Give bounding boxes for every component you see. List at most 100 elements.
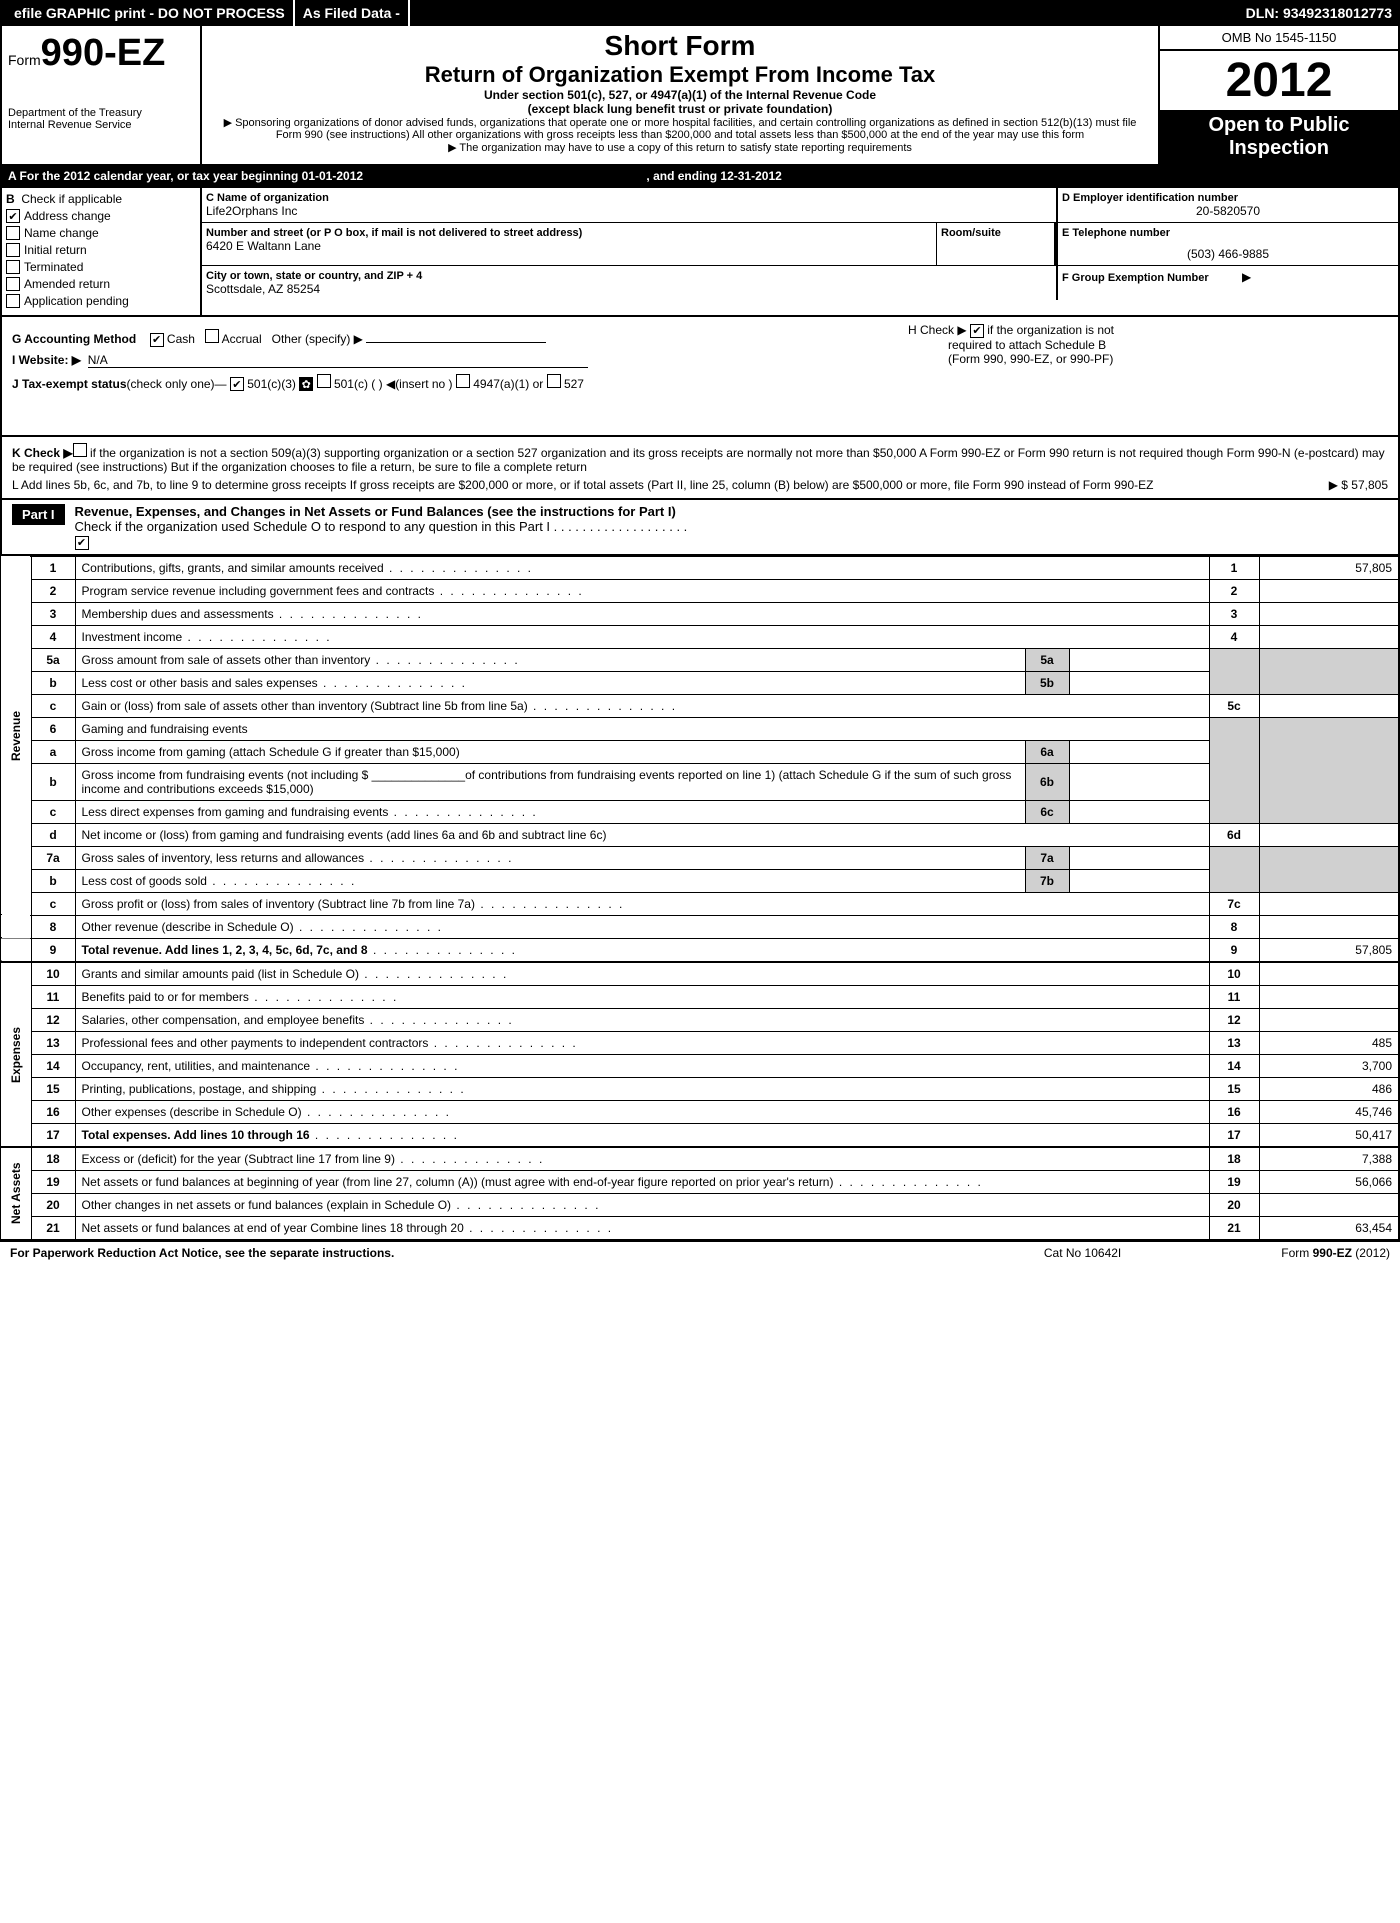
d-15: Printing, publications, postage, and shi… [82,1082,317,1096]
part-1-tag: Part I [12,504,65,525]
d-6b: Gross income from fundraising events (no… [82,768,1012,796]
website-value: N/A [88,353,588,368]
box-20: 20 [1209,1193,1259,1216]
subtitle-2: (except black lung benefit trust or priv… [212,102,1148,116]
box-21: 21 [1209,1216,1259,1240]
d-10: Grants and similar amounts paid (list in… [82,967,359,981]
d-7a: Gross sales of inventory, less returns a… [82,851,365,865]
part-1-sub: Check if the organization used Schedule … [75,519,688,534]
chk-name-change[interactable] [6,226,20,240]
form-number-footer: Form 990-EZ (2012) [1281,1246,1390,1260]
d-21: Net assets or fund balances at end of ye… [82,1221,464,1235]
g-label: G Accounting Method [12,332,136,346]
val-2 [1259,579,1399,602]
k-label: K Check ▶ [12,446,73,460]
ln-19: 19 [31,1170,75,1193]
section-a-ending: , and ending 12-31-2012 [646,169,781,183]
ibox-6b: 6b [1025,763,1069,800]
ln-6c: c [31,800,75,823]
j-label: J Tax-exempt status [12,377,127,391]
e-phone-label: E Telephone number [1058,223,1398,243]
c-name-label: C Name of organization [206,192,1052,204]
chk-501c[interactable] [317,374,331,388]
f-arrow: ▶ [1242,270,1251,284]
chk-k[interactable] [73,443,87,457]
box-16: 16 [1209,1100,1259,1123]
chk-4947[interactable] [456,374,470,388]
section-h: H Check ▶ ✔ if the organization is not r… [908,323,1388,366]
ibox-6c: 6c [1025,800,1069,823]
chk-527[interactable] [547,374,561,388]
lbl-address-change: Address change [24,209,111,223]
form-prefix: Form [8,52,41,68]
ln-6b: b [31,763,75,800]
org-name: Life2Orphans Inc [206,204,1052,218]
box-13: 13 [1209,1031,1259,1054]
chk-address-change[interactable]: ✔ [6,209,20,223]
d-16: Other expenses (describe in Schedule O) [82,1105,302,1119]
val-1: 57,805 [1259,556,1399,579]
ibox-5b: 5b [1025,671,1069,694]
d-6: Gaming and fundraising events [82,722,248,736]
ln-5b: b [31,671,75,694]
chk-accrual[interactable] [205,329,219,343]
form-number: 990-EZ [41,32,166,74]
val-14: 3,700 [1259,1054,1399,1077]
section-a: A For the 2012 calendar year, or tax yea… [0,166,1400,188]
page-footer: For Paperwork Reduction Act Notice, see … [0,1241,1400,1264]
d-5b: Less cost or other basis and sales expen… [82,676,318,690]
chk-h[interactable]: ✔ [970,324,984,338]
check-if-applicable: Check if applicable [21,192,122,206]
d-13: Professional fees and other payments to … [82,1036,429,1050]
chk-pending[interactable] [6,294,20,308]
lbl-other: Other (specify) ▶ [272,332,363,346]
ln-16: 16 [31,1100,75,1123]
d-2: Program service revenue including govern… [82,584,435,598]
k-text: if the organization is not a section 509… [12,446,1385,474]
d-1: Contributions, gifts, grants, and simila… [82,561,384,575]
ln-7b: b [31,869,75,892]
header-note-2: ▶ The organization may have to use a cop… [212,141,1148,154]
h-line1a: H Check ▶ [908,323,967,337]
val-12 [1259,1008,1399,1031]
chk-part1-scho[interactable]: ✔ [75,536,89,550]
l-text: L Add lines 5b, 6c, and 7b, to line 9 to… [12,478,1153,492]
box-6d: 6d [1209,823,1259,846]
chk-cash[interactable]: ✔ [150,333,164,347]
dept-irs: Internal Revenue Service [8,119,194,131]
val-9: 57,805 [1259,938,1399,962]
ln-8: 8 [31,915,75,938]
ln-14: 14 [31,1054,75,1077]
side-net-assets: Net Assets [1,1147,31,1240]
d-17: Total expenses. Add lines 10 through 16 [82,1128,310,1142]
d-6a: Gross income from gaming (attach Schedul… [82,745,460,759]
lbl-pending: Application pending [24,294,129,308]
ibox-5a: 5a [1025,648,1069,671]
box-10: 10 [1209,962,1259,986]
val-15: 486 [1259,1077,1399,1100]
ln-5a: 5a [31,648,75,671]
box-11: 11 [1209,985,1259,1008]
side-revenue: Revenue [1,556,31,915]
chk-501c3[interactable]: ✔ [230,377,244,391]
ln-11: 11 [31,985,75,1008]
chk-amended[interactable] [6,277,20,291]
val-6d [1259,823,1399,846]
chk-initial-return[interactable] [6,243,20,257]
d-5c: Gain or (loss) from sale of assets other… [82,699,528,713]
ln-3: 3 [31,602,75,625]
box-15: 15 [1209,1077,1259,1100]
l-amount: ▶ $ 57,805 [1329,478,1388,492]
phone-value: (503) 466-9885 [1058,243,1398,265]
chk-terminated[interactable] [6,260,20,274]
ln-9: 9 [31,938,75,962]
d-18: Excess or (deficit) for the year (Subtra… [82,1152,395,1166]
ival-7a [1069,846,1209,869]
d-3: Membership dues and assessments [82,607,274,621]
d-20: Other changes in net assets or fund bala… [82,1198,452,1212]
val-5c [1259,694,1399,717]
val-3 [1259,602,1399,625]
j-rest: (check only one)— [127,377,227,391]
box-12: 12 [1209,1008,1259,1031]
street-label: Number and street (or P O box, if mail i… [206,227,932,239]
